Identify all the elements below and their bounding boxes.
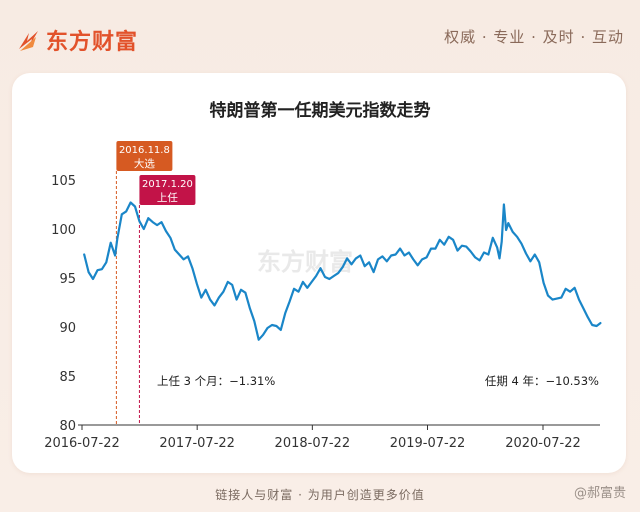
y-tick-label: 85 — [59, 370, 76, 385]
x-tick-label: 2019-07-22 — [390, 436, 466, 451]
header: 东方财富 权威 · 专业 · 及时 · 互动 — [0, 0, 640, 70]
three-month-note: 上任 3 个月：−1.31% — [157, 374, 275, 388]
y-tick-label: 80 — [59, 419, 76, 434]
series-line — [83, 201, 602, 341]
x-tick-label: 2017-07-22 — [159, 436, 235, 451]
y-tick-label: 95 — [59, 272, 76, 287]
annotation-date: 2017.1.20 — [142, 179, 193, 190]
brand-slogan: 权威 · 专业 · 及时 · 互动 — [444, 28, 624, 46]
x-tick-label: 2016-07-22 — [44, 436, 120, 451]
annotation-event: 大选 — [134, 157, 155, 170]
y-tick-label: 105 — [51, 174, 76, 189]
brand-name: 东方财富 — [46, 30, 139, 55]
chart-title: 特朗普第一任期美元指数走势 — [210, 100, 431, 121]
term-note: 任期 4 年：−10.53% — [485, 374, 599, 388]
brand-logo[interactable]: 东方财富 — [16, 24, 138, 56]
y-tick-label: 100 — [51, 223, 76, 238]
flame-logo-icon — [19, 31, 38, 51]
author-watermark: @郝富贵 — [573, 486, 626, 501]
annotation-box — [116, 141, 173, 171]
annotation-box — [139, 175, 196, 205]
chart-watermark: 东方财富 — [257, 248, 353, 276]
y-tick-label: 90 — [59, 321, 76, 336]
annotation-date: 2016.11.8 — [119, 145, 170, 156]
footer-slogan: 链接人与财富 · 为用户创造更多价值 — [215, 488, 425, 502]
x-tick-label: 2020-07-22 — [505, 436, 581, 451]
axes: 80 85 90 95 100 105 2016-07-22 2017-07-22 2018-0… — [44, 174, 600, 451]
annotation-event: 上任 — [157, 191, 178, 204]
x-tick-label: 2018-07-22 — [275, 436, 351, 451]
